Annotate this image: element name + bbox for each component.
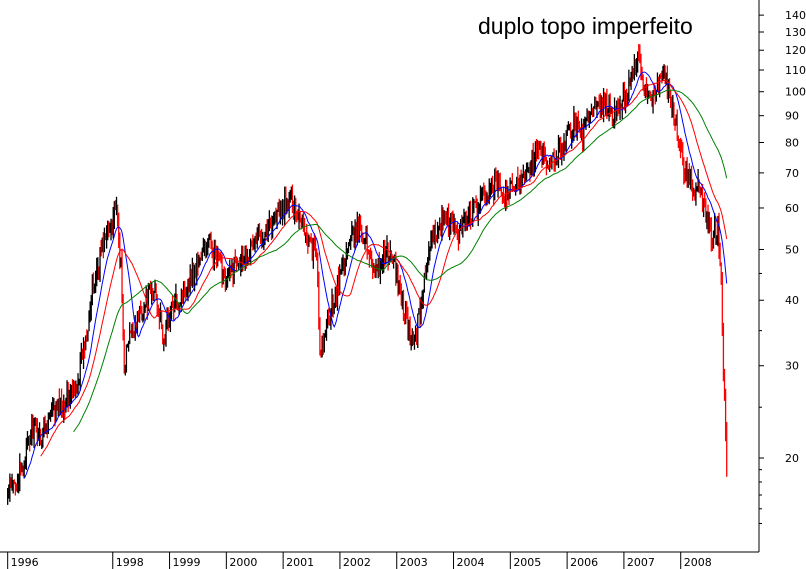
y-tick-label: 70 [785,167,799,180]
y-tick-label: 50 [785,243,799,256]
price-bars [7,44,728,505]
y-tick-label: 20 [785,452,799,465]
moving-average-lines [23,71,728,479]
y-tick-label: 90 [785,110,799,123]
chart-title: duplo topo imperfeito [478,13,693,39]
x-tick-label: 2001 [286,556,314,569]
y-axis: 140 130 120 110 100 90 80 70 60 50 40 30 20 [758,0,806,552]
moving-average-line [73,89,728,433]
y-tick-label: 80 [785,136,799,149]
moving-average-line [40,79,728,457]
x-tick-label: 2007 [627,556,655,569]
x-axis: 1996 1998 1999 2000 2001 2002 2003 2004 2005 2006… [0,551,759,569]
x-tick-label: 1996 [11,556,39,569]
x-tick-label: 2000 [229,556,257,569]
x-tick-label: 2002 [343,556,371,569]
y-tick-label: 100 [785,86,806,99]
y-tick-label: 110 [785,64,806,77]
x-tick-label: 2005 [513,556,541,569]
y-tick-label: 30 [785,360,799,373]
moving-average-line [23,71,728,479]
y-tick-label: 60 [785,202,799,215]
y-tick-label: 120 [785,44,806,57]
x-tick-label: 2003 [400,556,428,569]
y-tick-label: 130 [785,26,806,39]
x-tick-label: 1999 [173,556,201,569]
x-tick-label: 2006 [570,556,598,569]
x-tick-label: 1998 [116,556,144,569]
x-tick-label: 2004 [457,556,485,569]
y-tick-label: 40 [785,294,799,307]
y-tick-label: 140 [785,9,806,22]
x-tick-label: 2008 [684,556,712,569]
